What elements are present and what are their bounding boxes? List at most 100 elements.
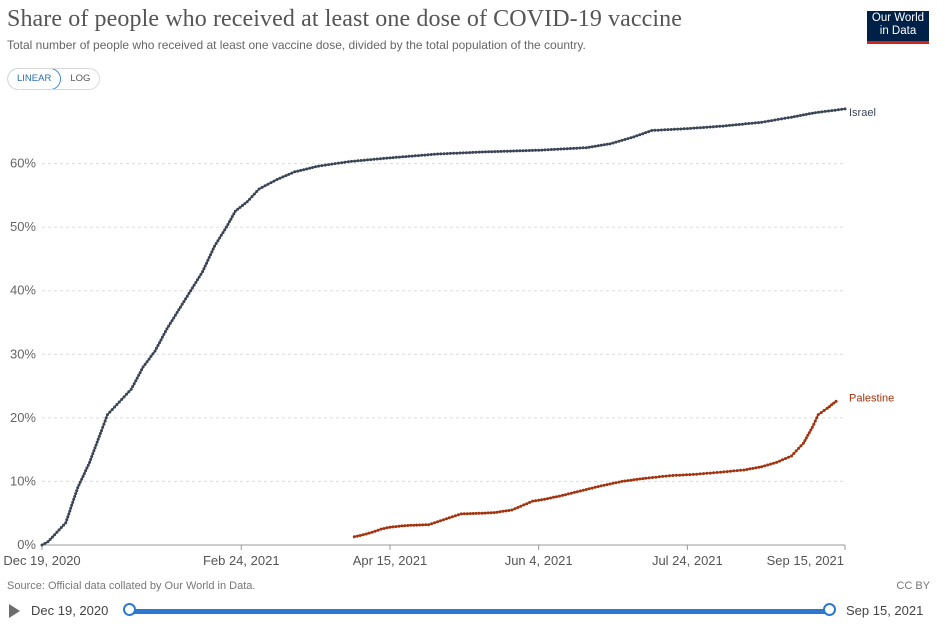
data-point bbox=[792, 452, 796, 455]
data-point bbox=[729, 469, 732, 473]
data-point bbox=[678, 473, 682, 477]
data-point bbox=[499, 149, 503, 153]
data-point bbox=[715, 125, 719, 128]
y-tick-label: 40% bbox=[10, 283, 36, 298]
data-point bbox=[284, 174, 288, 178]
data-point bbox=[471, 512, 475, 515]
data-point bbox=[513, 507, 517, 511]
data-point bbox=[398, 155, 401, 159]
data-point bbox=[562, 147, 566, 151]
data-point bbox=[69, 506, 73, 510]
data-point bbox=[691, 472, 695, 476]
data-point bbox=[92, 449, 96, 453]
data-point bbox=[806, 433, 810, 437]
data-point bbox=[442, 152, 446, 156]
data-point bbox=[661, 474, 665, 478]
data-point bbox=[763, 120, 767, 124]
series-group: Israel Palestine bbox=[40, 107, 894, 547]
y-tick-label: 20% bbox=[10, 410, 36, 425]
data-point bbox=[250, 195, 254, 199]
data-point bbox=[617, 139, 621, 143]
data-point bbox=[89, 458, 93, 461]
data-point bbox=[751, 466, 755, 470]
data-point bbox=[84, 469, 88, 473]
data-point bbox=[575, 146, 579, 150]
data-point bbox=[817, 110, 821, 114]
data-point bbox=[296, 169, 300, 173]
data-point bbox=[843, 107, 847, 111]
data-point bbox=[512, 149, 516, 153]
data-point bbox=[229, 217, 233, 221]
timeline-end-label: Sep 15, 2021 bbox=[846, 603, 924, 618]
data-point bbox=[834, 399, 838, 403]
data-point bbox=[540, 148, 544, 152]
data-point bbox=[825, 406, 829, 410]
log-scale-button[interactable]: LOG bbox=[70, 73, 91, 84]
data-point bbox=[71, 500, 75, 504]
linear-scale-button[interactable]: LINEAR bbox=[8, 69, 62, 89]
data-point bbox=[216, 239, 220, 243]
data-point bbox=[210, 250, 214, 254]
data-point bbox=[385, 526, 389, 530]
data-point bbox=[221, 231, 225, 235]
data-point bbox=[737, 123, 741, 126]
data-point bbox=[98, 432, 102, 435]
data-point bbox=[804, 436, 808, 440]
data-point bbox=[566, 492, 570, 496]
license-link[interactable]: CC BY bbox=[896, 580, 930, 592]
data-point bbox=[587, 145, 591, 149]
data-point bbox=[676, 127, 680, 131]
data-point bbox=[735, 469, 739, 473]
data-point bbox=[64, 521, 68, 525]
data-point bbox=[420, 153, 424, 157]
data-point bbox=[556, 147, 560, 151]
data-point bbox=[353, 159, 357, 163]
timeline-start-handle[interactable] bbox=[123, 603, 136, 616]
data-point bbox=[462, 512, 466, 516]
timeline-track[interactable] bbox=[129, 609, 830, 614]
data-point bbox=[819, 411, 823, 415]
data-point bbox=[202, 267, 206, 271]
data-point bbox=[382, 156, 386, 160]
play-icon[interactable] bbox=[9, 604, 20, 618]
data-point bbox=[168, 321, 172, 325]
x-tick-label: Jun 4, 2021 bbox=[505, 553, 573, 568]
data-point bbox=[252, 192, 256, 196]
data-point bbox=[175, 311, 179, 314]
data-point bbox=[448, 151, 452, 155]
data-point bbox=[480, 150, 484, 154]
data-point bbox=[439, 152, 443, 156]
owid-logo[interactable]: Our World in Data bbox=[867, 11, 929, 44]
data-point bbox=[48, 537, 52, 541]
data-point bbox=[786, 116, 790, 120]
data-point bbox=[647, 130, 651, 134]
data-point bbox=[323, 163, 327, 167]
data-point bbox=[739, 468, 742, 472]
data-point bbox=[521, 149, 525, 153]
data-point bbox=[827, 109, 830, 113]
data-point bbox=[679, 127, 683, 131]
data-point bbox=[227, 220, 231, 224]
data-point bbox=[840, 107, 844, 111]
data-point bbox=[534, 148, 537, 152]
data-point bbox=[468, 151, 472, 155]
data-point bbox=[423, 153, 427, 157]
data-point bbox=[115, 403, 119, 406]
data-point bbox=[728, 123, 731, 127]
data-point bbox=[427, 523, 431, 527]
data-point bbox=[433, 521, 437, 525]
data-point bbox=[626, 479, 630, 483]
data-point bbox=[641, 132, 645, 136]
data-point bbox=[159, 338, 163, 342]
data-point bbox=[629, 136, 633, 140]
data-point bbox=[836, 108, 840, 112]
scale-toggle[interactable]: LINEAR LOG bbox=[7, 68, 101, 90]
data-point bbox=[65, 518, 69, 522]
data-point bbox=[373, 529, 377, 533]
data-point bbox=[763, 464, 767, 468]
data-point bbox=[787, 455, 790, 459]
data-point bbox=[67, 512, 71, 516]
data-point bbox=[158, 341, 161, 345]
timeline-end-handle[interactable] bbox=[823, 603, 836, 616]
data-point bbox=[361, 533, 365, 537]
